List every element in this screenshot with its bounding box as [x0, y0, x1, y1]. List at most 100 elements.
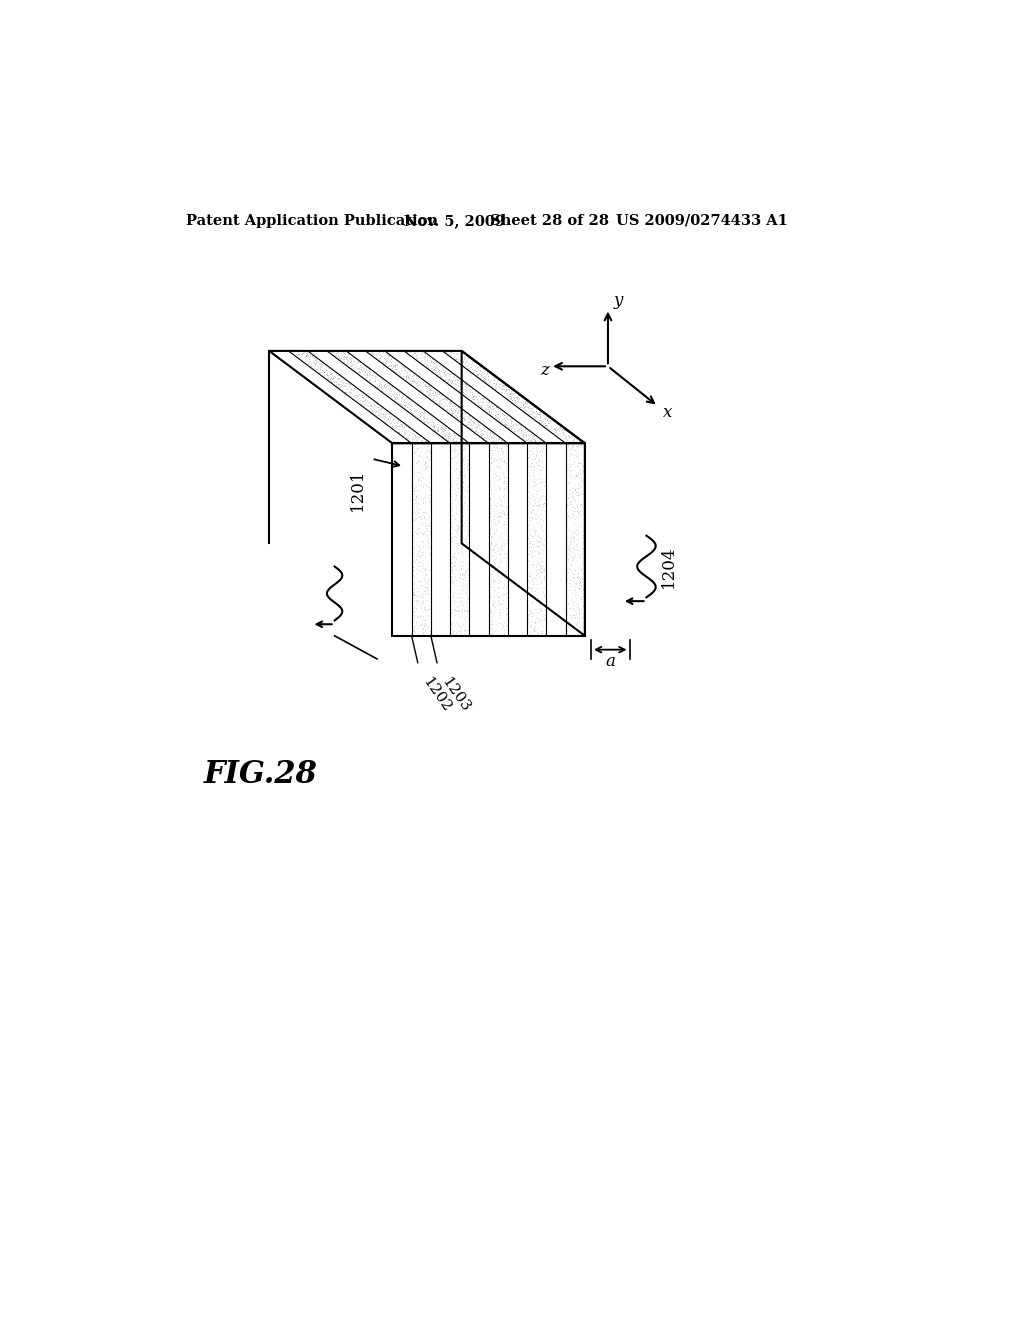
- Point: [538, 450, 554, 471]
- Point: [458, 414, 474, 436]
- Point: [532, 413, 549, 434]
- Point: [480, 585, 497, 606]
- Point: [484, 370, 501, 391]
- Point: [463, 389, 479, 411]
- Point: [355, 359, 372, 380]
- Point: [525, 425, 542, 446]
- Point: [498, 437, 514, 458]
- Point: [387, 359, 403, 380]
- Point: [414, 557, 430, 578]
- Point: [484, 426, 501, 447]
- Point: [386, 391, 402, 412]
- Point: [414, 610, 430, 631]
- Point: [564, 618, 581, 639]
- Point: [437, 388, 454, 409]
- Point: [454, 381, 470, 403]
- Point: [323, 366, 339, 387]
- Point: [521, 532, 538, 553]
- Point: [487, 513, 504, 535]
- Point: [534, 449, 550, 470]
- Point: [442, 441, 459, 462]
- Point: [537, 585, 553, 606]
- Point: [425, 411, 441, 432]
- Point: [350, 358, 367, 379]
- Point: [527, 603, 544, 624]
- Point: [333, 342, 349, 363]
- Point: [496, 503, 512, 524]
- Point: [535, 569, 551, 590]
- Point: [499, 597, 515, 618]
- Point: [461, 544, 477, 565]
- Point: [459, 480, 475, 502]
- Point: [367, 395, 383, 416]
- Point: [430, 413, 446, 434]
- Point: [416, 352, 432, 374]
- Point: [494, 374, 510, 395]
- Point: [478, 393, 495, 414]
- Point: [433, 367, 450, 388]
- Point: [428, 364, 444, 385]
- Point: [446, 430, 463, 451]
- Point: [432, 368, 449, 389]
- Point: [444, 623, 461, 644]
- Point: [497, 466, 513, 487]
- Point: [532, 515, 549, 536]
- Point: [486, 451, 503, 473]
- Point: [390, 421, 407, 442]
- Point: [451, 370, 467, 391]
- Point: [530, 535, 547, 556]
- Point: [480, 401, 497, 422]
- Point: [430, 359, 446, 380]
- Point: [526, 475, 543, 496]
- Point: [456, 578, 472, 599]
- Point: [499, 546, 515, 568]
- Point: [494, 437, 510, 458]
- Point: [406, 568, 422, 589]
- Point: [459, 581, 475, 602]
- Point: [350, 362, 367, 383]
- Point: [515, 397, 531, 418]
- Point: [459, 586, 475, 607]
- Point: [461, 582, 477, 603]
- Point: [422, 598, 438, 619]
- Point: [418, 524, 434, 545]
- Point: [569, 578, 586, 599]
- Point: [371, 404, 387, 425]
- Point: [411, 560, 427, 581]
- Point: [435, 389, 452, 411]
- Point: [421, 466, 437, 487]
- Point: [565, 537, 582, 558]
- Point: [467, 414, 483, 436]
- Point: [342, 355, 358, 376]
- Point: [409, 591, 425, 612]
- Point: [384, 347, 400, 368]
- Point: [532, 486, 549, 507]
- Point: [460, 545, 476, 566]
- Point: [463, 387, 479, 408]
- Point: [458, 351, 474, 372]
- Point: [467, 380, 483, 401]
- Point: [522, 400, 539, 421]
- Point: [565, 605, 582, 626]
- Point: [351, 351, 368, 372]
- Point: [389, 413, 406, 434]
- Point: [407, 597, 423, 618]
- Polygon shape: [289, 351, 431, 444]
- Point: [561, 466, 578, 487]
- Point: [484, 594, 501, 615]
- Point: [368, 371, 384, 392]
- Point: [447, 622, 464, 643]
- Point: [462, 350, 478, 371]
- Point: [483, 395, 500, 416]
- Point: [497, 543, 513, 564]
- Point: [492, 561, 508, 582]
- Point: [417, 430, 433, 451]
- Point: [416, 558, 432, 579]
- Point: [390, 393, 407, 414]
- Point: [519, 392, 536, 413]
- Point: [520, 455, 537, 477]
- Point: [408, 428, 424, 449]
- Point: [328, 372, 344, 393]
- Point: [573, 470, 590, 491]
- Point: [407, 425, 423, 446]
